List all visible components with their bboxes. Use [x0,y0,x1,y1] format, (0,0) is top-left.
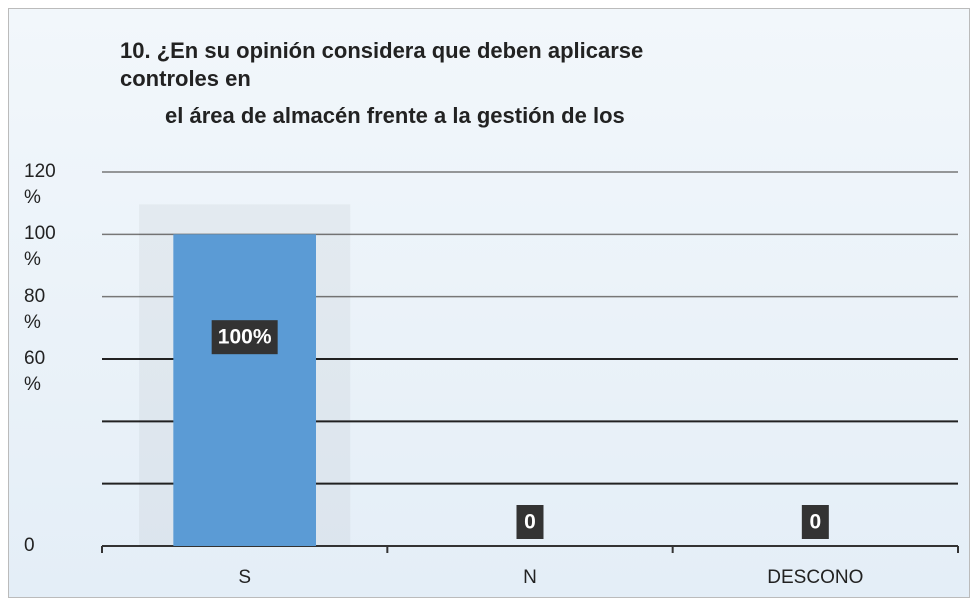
bar [173,234,316,547]
y-tick-label: 60 % [24,348,46,395]
value-label: 100% [218,326,272,349]
value-label: 0 [809,511,821,534]
value-label: 0 [524,511,536,534]
chart-title: 10. ¿En su opinión considera que deben a… [120,38,643,63]
y-tick-label: 100 % [24,223,56,271]
value-label-box [516,505,544,539]
chart-frame [8,8,970,598]
x-tick-label: DESCONO [767,567,863,588]
value-label-box [801,505,829,539]
chart-title: el área de almacén frente a la gestión d… [165,103,625,128]
y-tick-label: 0 [24,535,35,556]
y-tick-label: 80 % [24,285,46,333]
x-tick-label: S [238,567,251,588]
value-label-box [211,320,278,355]
chart-title: controles en [120,66,251,91]
x-tick-label: N [523,567,537,588]
y-tick-label: 120 % [24,161,56,208]
